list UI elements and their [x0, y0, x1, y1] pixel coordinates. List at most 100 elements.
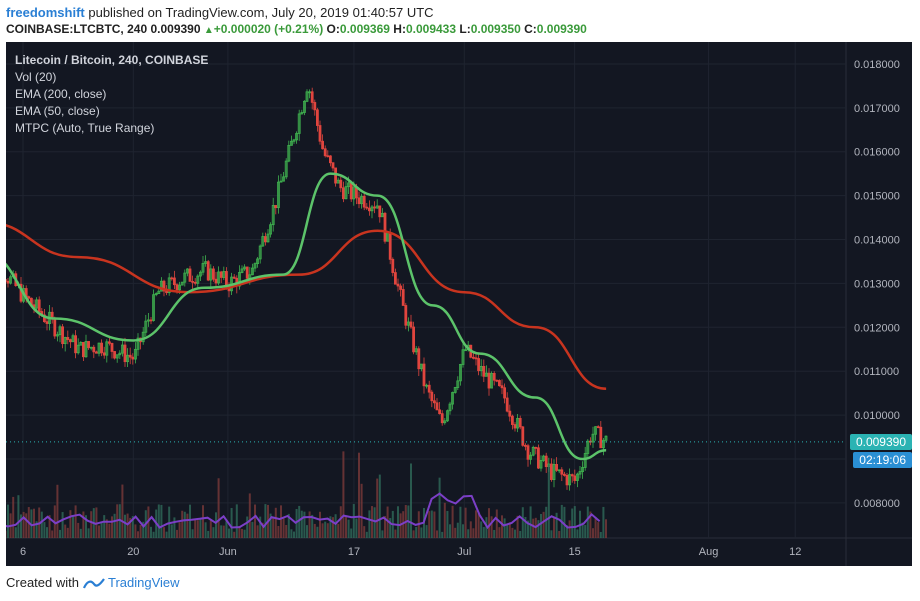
legend-ema50: EMA (50, close) — [15, 104, 100, 118]
candle-body — [131, 356, 135, 360]
candle-body — [591, 433, 595, 443]
candle-body — [170, 277, 174, 280]
candle-body — [37, 299, 41, 312]
volume-bar — [150, 526, 152, 538]
candle-body — [578, 471, 582, 475]
candle-body — [66, 337, 70, 340]
candle-body — [425, 384, 429, 387]
candle-body — [266, 233, 270, 243]
volume-bar — [446, 510, 449, 538]
volume-bar — [261, 522, 264, 538]
x-tick-label: Jul — [457, 546, 471, 558]
volume-bar — [563, 506, 566, 538]
volume-bar — [352, 504, 355, 538]
volume-bar — [33, 508, 35, 538]
volume-bar — [592, 528, 594, 538]
volume-bar — [308, 511, 311, 538]
candle-body — [404, 305, 408, 326]
candle-body — [201, 263, 205, 273]
volume-bar — [59, 529, 61, 538]
candle-body — [175, 284, 179, 291]
tradingview-brand-link[interactable]: TradingView — [107, 575, 180, 590]
volume-bar — [358, 452, 360, 538]
volume-bar — [20, 514, 22, 538]
candle-body — [105, 341, 109, 356]
author-link[interactable]: freedomshift — [6, 5, 85, 20]
candle-body — [391, 258, 395, 273]
volume-bar — [373, 507, 376, 538]
volume-bar — [111, 516, 113, 538]
volume-bar — [586, 506, 589, 538]
volume-bar — [131, 516, 134, 538]
volume-bar — [189, 504, 191, 538]
candle-body — [555, 464, 558, 471]
volume-bar — [228, 528, 230, 538]
candle-body — [261, 236, 265, 247]
candle-body — [256, 258, 260, 265]
candle-body — [526, 445, 530, 460]
volume-bar — [542, 511, 545, 538]
candle-body — [123, 344, 127, 363]
candle-body — [6, 280, 10, 284]
volume-bar — [25, 513, 28, 538]
candle-body — [482, 366, 486, 377]
volume-bar — [280, 505, 282, 538]
candle-body — [492, 373, 496, 381]
candle-body — [113, 351, 116, 359]
volume-bar — [103, 515, 106, 538]
candle-body — [43, 314, 46, 323]
candle-body — [331, 162, 335, 169]
volume-bar — [87, 528, 90, 538]
candle-body — [300, 112, 304, 115]
candle-body — [445, 410, 449, 422]
volume-bar — [183, 511, 186, 538]
candle-body — [409, 321, 413, 328]
volume-bar — [22, 511, 25, 538]
candle-body — [315, 109, 319, 126]
candle-body — [297, 113, 301, 134]
volume-bar — [40, 511, 43, 538]
chart-area[interactable]: 0.0080000.0090000.0100000.0110000.012000… — [6, 42, 912, 566]
candle-body — [427, 384, 431, 393]
candle-body — [544, 455, 548, 468]
volume-bar — [225, 521, 228, 538]
candle-body — [399, 285, 403, 290]
candle-body — [563, 473, 566, 476]
y-tick-label: 0.008000 — [854, 498, 900, 510]
candle-body — [237, 272, 241, 287]
volume-bar — [410, 463, 412, 538]
candle-body — [477, 358, 481, 372]
candle-body — [108, 341, 111, 344]
volume-bar — [576, 529, 579, 538]
candle-body — [360, 195, 364, 205]
volume-bar — [589, 511, 592, 538]
volume-bar — [207, 530, 210, 538]
candle-body — [284, 160, 288, 178]
chart-svg[interactable]: 0.0080000.0090000.0100000.0110000.012000… — [6, 42, 912, 566]
volume-bar — [355, 518, 358, 538]
candle-body — [305, 91, 309, 102]
candle-body — [396, 283, 400, 287]
candle-body — [550, 463, 553, 480]
symbol-label: COINBASE:LTCBTC, 240 — [6, 22, 148, 36]
candle-body — [576, 473, 579, 481]
candle-body — [302, 100, 306, 113]
candle-body — [412, 326, 416, 353]
volume-bar — [79, 528, 82, 538]
volume-bar — [378, 474, 381, 538]
volume-bar — [514, 529, 516, 538]
volume-bar — [602, 506, 605, 538]
candle-body — [552, 464, 556, 480]
volume-bar — [566, 525, 568, 538]
candle-body — [258, 245, 262, 260]
volume-bar — [342, 451, 345, 538]
volume-bar — [506, 524, 509, 538]
volume-bar — [233, 531, 236, 538]
volume-bar — [82, 511, 85, 538]
volume-bar — [540, 513, 542, 538]
volume-bar — [365, 531, 368, 538]
candle-body — [191, 280, 195, 283]
candle-body — [115, 354, 119, 359]
candle-body — [464, 349, 468, 352]
candle-body — [149, 319, 153, 322]
